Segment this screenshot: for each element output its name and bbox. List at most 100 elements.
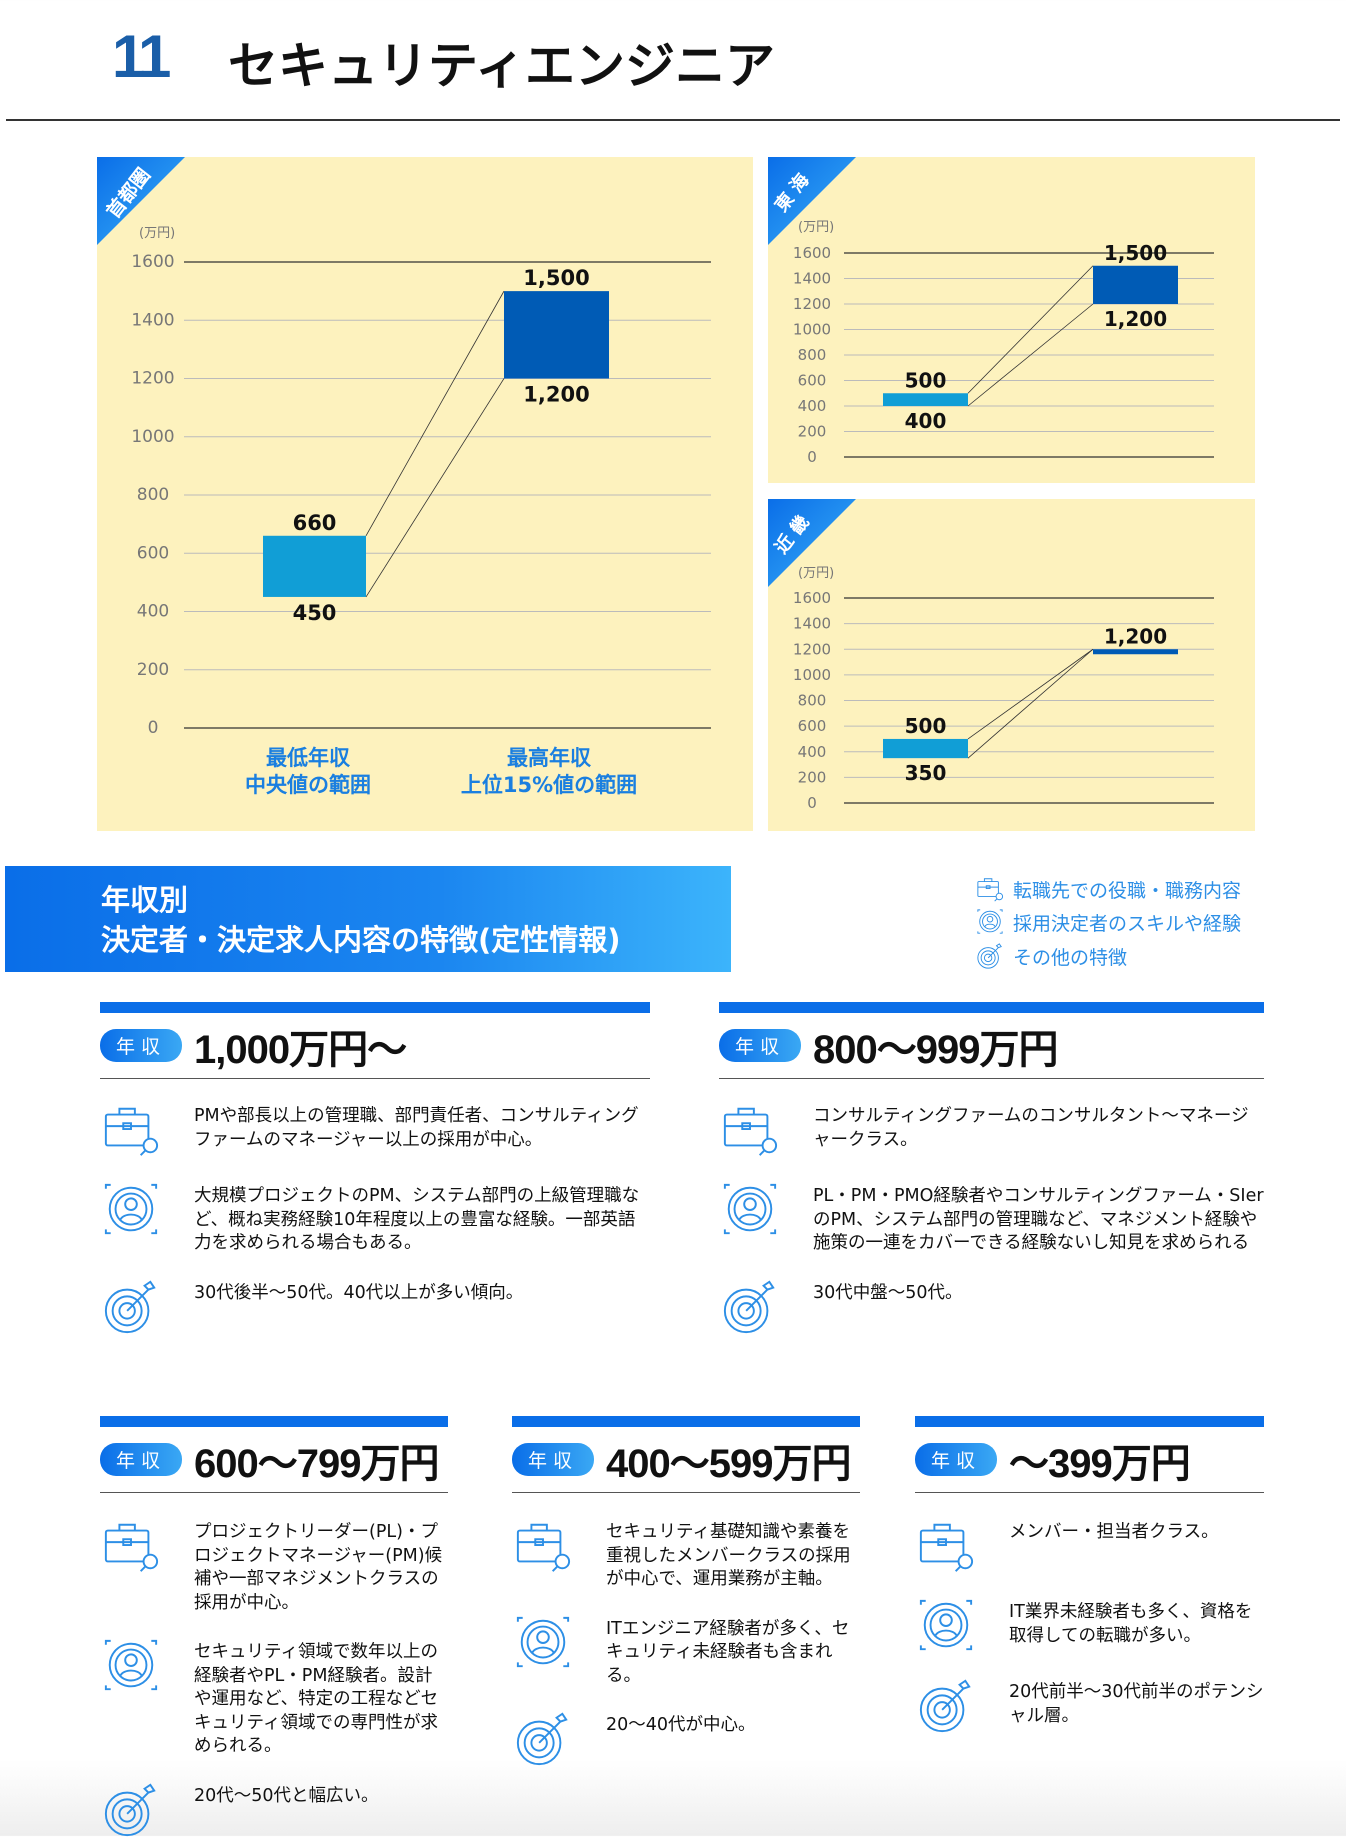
salary-section: 年収 800〜999万円 コンサルティングファームのコンサルタント〜マネージャークラ…	[719, 1002, 1264, 1336]
salary-pill: 年収	[100, 1443, 182, 1476]
briefcase-icon	[104, 1523, 159, 1572]
feature-text: PMや部長以上の管理職、部門責任者、コンサルティングファームのマネージャー以上の…	[194, 1106, 639, 1150]
y-tick-label: 400	[798, 397, 827, 415]
page-title: セキュリティエンジニア	[228, 37, 775, 95]
y-tick-label: 200	[798, 423, 827, 441]
y-tick-label: 800	[137, 485, 169, 505]
chart-svg: (万円) 0 200 400 600 800 1000 1200 1400 1600 500 400 1…	[793, 220, 1214, 466]
value-label-high: 500	[905, 368, 947, 392]
y-tick-label: 1600	[793, 244, 831, 262]
feature-text: 30代中盤〜50代。	[813, 1282, 963, 1303]
person-target-icon	[104, 1639, 158, 1691]
person-target-icon	[516, 1616, 570, 1667]
legend-label: 採用決定者のスキルや経験	[1013, 912, 1242, 935]
briefcase-icon	[516, 1523, 571, 1572]
y-tick-label: 1200	[131, 369, 174, 389]
feature-item: 30代中盤〜50代。	[719, 1278, 1264, 1336]
briefcase-icon	[104, 1107, 159, 1156]
value-label-low: 350	[905, 761, 947, 785]
salary-section: 年収 1,000万円〜 PMや部長以上の管理職、部門責任者、コンサルティングファーム…	[100, 1002, 650, 1336]
feature-text: メンバー・担当者クラス。	[1009, 1522, 1219, 1542]
value-label-high: 500	[905, 714, 947, 738]
feature-text: 20〜40代が中心。	[606, 1715, 756, 1735]
chart-svg: (万円) 0 200 400 600 800 1000 1200 1400 1600 500 350 1…	[793, 566, 1214, 812]
y-tick-label: 1000	[793, 321, 831, 339]
x-category-high-text: 最高年収 上位15%値の範囲	[460, 746, 638, 797]
person-target-icon	[723, 1183, 777, 1235]
y-tick-label: 200	[798, 768, 827, 786]
feature-item: 20代前半〜30代前半のポテンシャル層。	[915, 1677, 1264, 1735]
value-label-high: 1,500	[1104, 241, 1167, 265]
title-divider	[6, 119, 1340, 121]
legend-item-skill: 採用決定者のスキルや経験	[975, 908, 1241, 936]
section-heading: 年収 〜399万円	[915, 1427, 1264, 1493]
y-tick-label: 200	[137, 660, 169, 680]
feature-item: IT業界未経験者も多く、資格を取得しての転職が多い。	[915, 1597, 1264, 1655]
feature-text: プロジェクトリーダー(PL)・プロジェクトマネージャー(PM)候補や一部マネジメ…	[194, 1522, 443, 1613]
value-label-high: 1,500	[523, 266, 589, 290]
salary-section: 年収 400〜599万円 セキュリティ基礎知識や素養を重視したメンバークラスの採用が…	[512, 1416, 860, 1768]
connector-line	[967, 303, 1094, 407]
feature-item: 大規模プロジェクトのPM、システム部門の上級管理職など、概ね実務経験10年程度以…	[100, 1181, 650, 1256]
value-label-high: 660	[293, 511, 337, 535]
target-icon	[919, 1679, 971, 1733]
y-tick-label: 600	[798, 372, 827, 390]
feature-item: PMや部長以上の管理職、部門責任者、コンサルティングファームのマネージャー以上の…	[100, 1101, 650, 1159]
person-target-icon	[104, 1183, 158, 1235]
connector-line	[365, 378, 505, 598]
legend-item-role: 転職先での役職・職務内容	[975, 875, 1241, 903]
feature-item: セキュリティ基礎知識や素養を重視したメンバークラスの採用が中心で、運用業務が主軸…	[512, 1517, 860, 1592]
section-banner: 年収別 決定者・決定求人内容の特徴(定性情報)	[5, 866, 731, 972]
range-bar	[263, 535, 366, 597]
banner-line2: 決定者・決定求人内容の特徴(定性情報)	[101, 923, 621, 957]
briefcase-icon	[977, 878, 1004, 902]
chart-panel-kinki: (万円) 0 200 400 600 800 1000 1200 1400 1600 500 350 1…	[768, 499, 1255, 831]
feature-item: ITエンジニア経験者が多く、セキュリティ未経験者も含まれる。	[512, 1614, 860, 1689]
chart-svg: (万円) 0 200 400 600 800 1000 1200 1400 1600 660 450 1…	[131, 226, 711, 738]
section-number: 11	[112, 23, 171, 90]
y-axis-unit: (万円)	[139, 226, 175, 241]
range-bar	[883, 738, 968, 759]
value-label-low: 450	[293, 601, 337, 625]
x-category-low: 最低年収 中央値の範囲	[198, 745, 418, 799]
y-tick-label: 600	[798, 717, 827, 735]
target-icon	[977, 943, 1002, 969]
feature-text: セキュリティ領域で数年以上の経験者やPL・PM経験者。設計や運用など、特定の工程…	[194, 1642, 439, 1756]
feature-text: 20代前半〜30代前半のポテンシャル層。	[1009, 1682, 1264, 1726]
y-tick-label: 1200	[793, 295, 831, 313]
briefcase-icon	[919, 1523, 974, 1572]
y-axis-unit: (万円)	[798, 220, 834, 235]
y-tick-label: 0	[807, 448, 817, 466]
chart-panel-tokai: (万円) 0 200 400 600 800 1000 1200 1400 1600 500 400 1…	[768, 157, 1255, 483]
salary-amount: 400〜599万円	[606, 1441, 851, 1486]
briefcase-icon	[723, 1107, 778, 1156]
target-icon	[104, 1783, 156, 1836]
feature-text: ITエンジニア経験者が多く、セキュリティ未経験者も含まれる。	[606, 1618, 850, 1686]
legend-item-other: その他の特徴	[975, 942, 1127, 970]
y-tick-label: 400	[137, 602, 169, 622]
target-icon	[723, 1280, 775, 1333]
connector-line	[365, 290, 505, 536]
salary-pill: 年収	[719, 1029, 801, 1062]
range-bar	[504, 291, 609, 379]
range-bar	[1093, 649, 1178, 655]
y-tick-label: 1600	[793, 589, 831, 607]
y-tick-label: 1400	[793, 615, 831, 633]
salary-amount: 1,000万円〜	[194, 1027, 407, 1072]
connector-line	[967, 265, 1094, 394]
y-tick-label: 1600	[131, 252, 174, 272]
feature-item: 20代〜50代と幅広い。	[100, 1781, 448, 1839]
salary-pill: 年収	[100, 1029, 182, 1062]
range-bar	[883, 393, 968, 406]
banner-line1: 年収別	[101, 883, 189, 917]
connector-line	[967, 648, 1094, 759]
feature-item: メンバー・担当者クラス。	[915, 1517, 1264, 1575]
legend-label: その他の特徴	[1013, 946, 1128, 969]
feature-item: セキュリティ領域で数年以上の経験者やPL・PM経験者。設計や運用など、特定の工程…	[100, 1637, 448, 1759]
section-top-bar	[512, 1416, 860, 1427]
person-target-icon	[919, 1599, 973, 1651]
feature-text: 30代後半〜50代。40代以上が多い傾向。	[194, 1282, 524, 1303]
target-icon	[104, 1280, 156, 1333]
chart-panel-shutoken: (万円) 0 200 400 600 800 1000 1200 1400 1600 660 450 1…	[97, 157, 753, 831]
feature-text: セキュリティ基礎知識や素養を重視したメンバークラスの採用が中心で、運用業務が主軸…	[606, 1522, 851, 1589]
